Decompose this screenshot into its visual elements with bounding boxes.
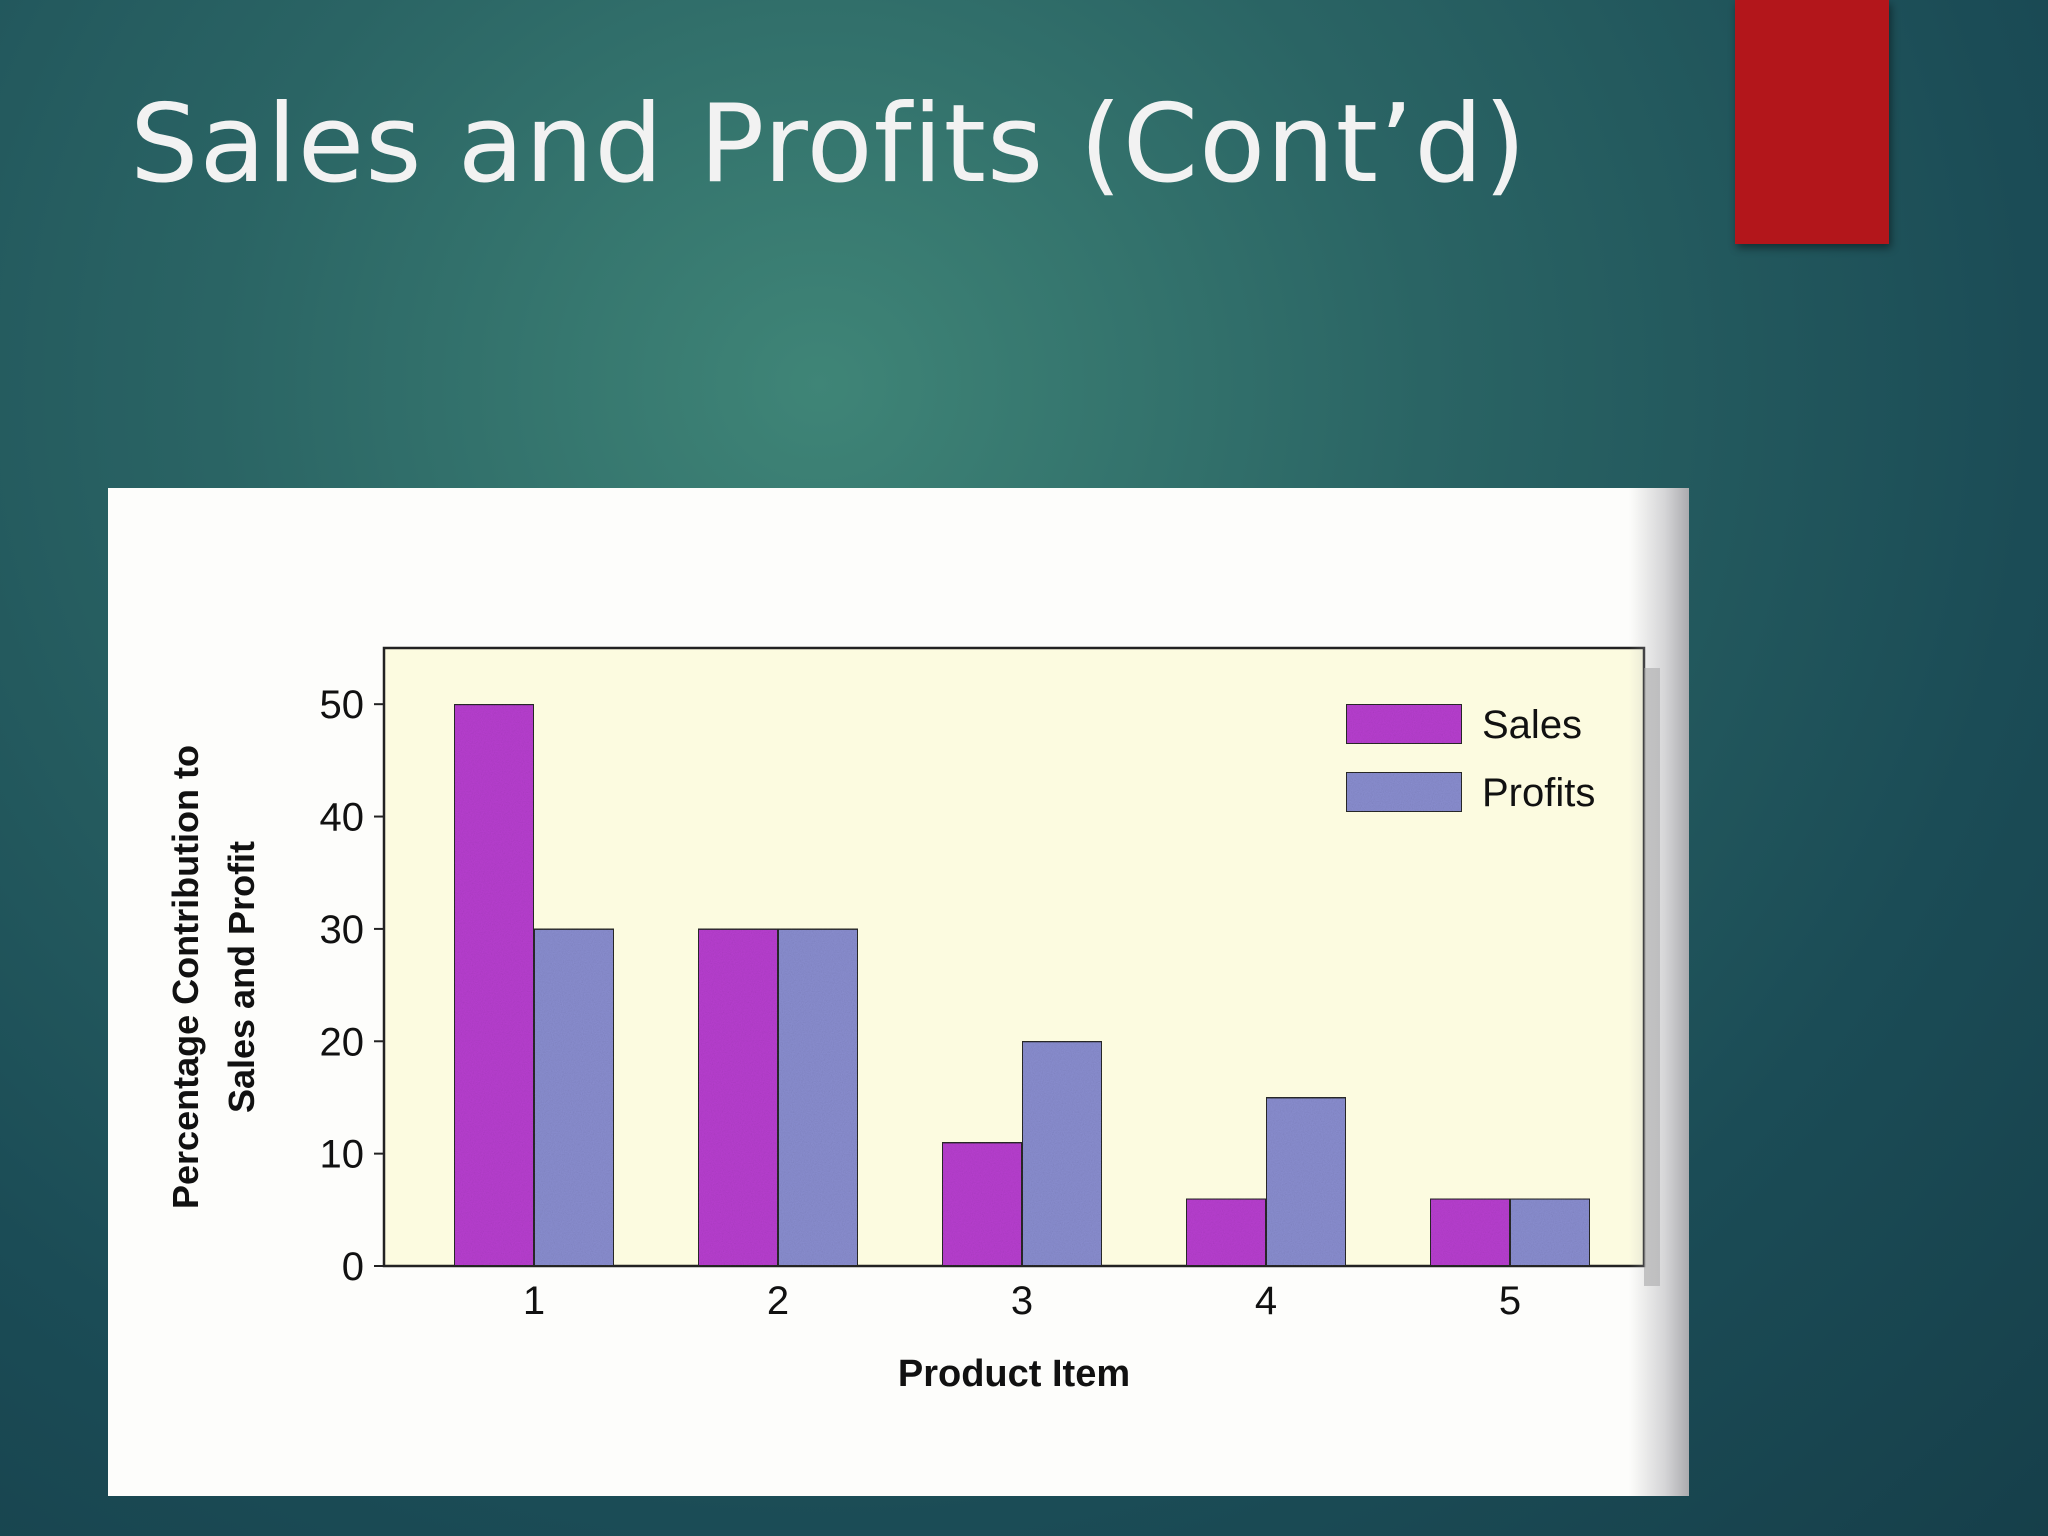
y-tick-label: 0: [342, 1245, 364, 1289]
legend-swatch-sales: [1345, 703, 1463, 745]
slide-title: Sales and Profits (Cont’d): [130, 82, 1528, 207]
accent-bar: [1735, 0, 1889, 244]
chart-image: 1 2 3 4 5 0 10 20 30 40 50 Product Item Percentage C…: [108, 488, 1689, 1496]
bar-profits-2: [777, 927, 859, 1267]
y-tick-label: 30: [320, 908, 365, 952]
y-axis-label-line2: Sales and Profit: [221, 841, 262, 1113]
legend-label-profits: Profits: [1482, 771, 1595, 815]
x-axis-label: Product Item: [898, 1353, 1130, 1395]
bar-profits-3: [1021, 1040, 1103, 1267]
bar-sales-3: [941, 1141, 1023, 1268]
bar-sales-2: [697, 927, 779, 1267]
y-tick-label: 10: [320, 1133, 365, 1177]
x-tick-label: 1: [523, 1279, 545, 1323]
x-tick-label: 5: [1499, 1279, 1521, 1323]
y-axis-label-line1: Percentage Contribution to: [165, 745, 206, 1209]
x-tick-label: 3: [1011, 1279, 1033, 1323]
y-tick-label: 50: [320, 683, 365, 727]
bar-sales-1: [453, 703, 535, 1267]
legend-swatch-profits: [1345, 771, 1463, 813]
bar-profits-1: [533, 927, 615, 1267]
page-edge-shadow: [1629, 488, 1689, 1496]
legend-label-sales: Sales: [1482, 703, 1582, 747]
bar-sales-4: [1185, 1197, 1267, 1268]
x-tick-label: 2: [767, 1279, 789, 1323]
y-tick-label: 40: [320, 796, 365, 840]
x-tick-label: 4: [1255, 1279, 1277, 1323]
bar-sales-5: [1429, 1197, 1511, 1268]
y-tick-label: 20: [320, 1020, 365, 1064]
bar-profits-5: [1509, 1197, 1591, 1268]
bar-profits-4: [1265, 1096, 1347, 1267]
